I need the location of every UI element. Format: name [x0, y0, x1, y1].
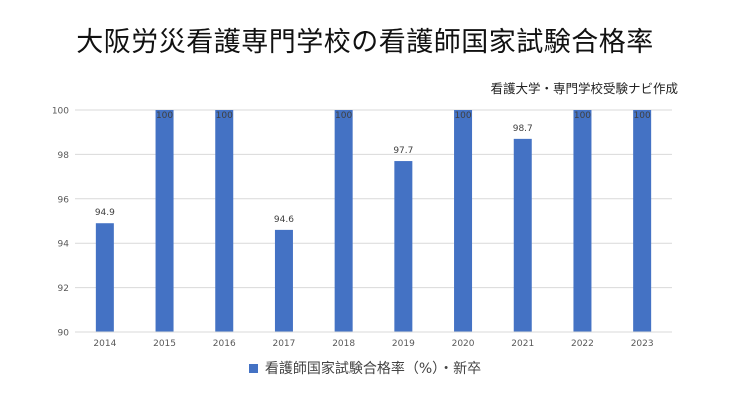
- x-tick-label: 2017: [272, 339, 295, 349]
- bar: [454, 110, 473, 332]
- legend: 看護師国家試験合格率（%）・新卒: [0, 358, 730, 378]
- legend-swatch: [248, 363, 258, 373]
- y-tick-label: 90: [58, 329, 70, 339]
- bar: [215, 110, 234, 332]
- chart-title: 大阪労災看護専門学校の看護師国家試験合格率: [76, 27, 654, 58]
- bar: [155, 110, 174, 332]
- x-tick-label: 2018: [332, 339, 355, 349]
- data-label: 97.7: [393, 146, 413, 156]
- bar: [334, 110, 353, 332]
- data-labels: 94.9 100 100 94.6 100 97.7 100 98.7 100 100: [95, 111, 651, 225]
- x-tick-label: 2020: [452, 339, 475, 349]
- data-label: 100: [335, 111, 352, 121]
- data-label: 100: [454, 111, 471, 121]
- bar: [573, 110, 592, 332]
- data-label: 100: [574, 111, 591, 121]
- y-axis: 90 92 94 96 98 100: [52, 107, 69, 339]
- y-tick-label: 98: [58, 151, 70, 161]
- chart-subtitle: 看護大学・専門学校受験ナビ作成: [490, 81, 678, 96]
- x-tick-label: 2014: [93, 339, 116, 349]
- data-label: 100: [216, 111, 233, 121]
- x-tick-label: 2022: [571, 339, 594, 349]
- y-tick-label: 96: [58, 195, 70, 205]
- x-tick-label: 2016: [213, 339, 236, 349]
- data-label: 100: [634, 111, 651, 121]
- data-label: 94.6: [274, 215, 294, 225]
- bar: [394, 161, 413, 332]
- bar: [274, 229, 293, 332]
- bars: [95, 110, 652, 332]
- data-label: 98.7: [513, 124, 533, 134]
- bar: [95, 223, 114, 332]
- legend-label: 看護師国家試験合格率（%）・新卒: [264, 361, 482, 377]
- y-tick-label: 92: [58, 284, 69, 294]
- x-tick-label: 2021: [511, 339, 534, 349]
- data-label: 100: [156, 111, 173, 121]
- data-label: 94.9: [95, 208, 115, 218]
- y-tick-label: 100: [52, 107, 69, 117]
- x-tick-label: 2015: [153, 339, 176, 349]
- x-axis: 2014 2015 2016 2017 2018 2019 2020 2021 2022 2023: [75, 331, 672, 349]
- bar: [633, 110, 652, 332]
- bar: [513, 138, 532, 332]
- x-tick-label: 2019: [392, 339, 415, 349]
- y-tick-label: 94: [58, 240, 70, 250]
- x-tick-label: 2023: [631, 339, 654, 349]
